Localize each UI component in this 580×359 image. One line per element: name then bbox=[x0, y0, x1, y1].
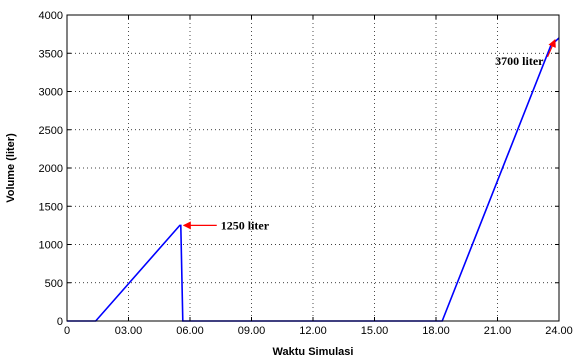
y-tick-label: 3000 bbox=[39, 87, 63, 99]
x-tick-label: 24.00 bbox=[545, 325, 573, 337]
grid bbox=[67, 15, 559, 321]
annotation-arrow bbox=[546, 39, 556, 58]
x-tick-label: 18.00 bbox=[422, 325, 450, 337]
annotations: 1250 liter 3700 liter bbox=[182, 39, 556, 232]
x-tick-label: 09.00 bbox=[238, 325, 266, 337]
y-tick-label: 1500 bbox=[39, 201, 63, 213]
x-tick-label: 06.00 bbox=[176, 325, 204, 337]
y-tick-label: 2000 bbox=[39, 163, 63, 175]
y-tick-label: 1000 bbox=[39, 240, 63, 252]
x-tick-label: 12.00 bbox=[299, 325, 327, 337]
y-tick-label: 500 bbox=[45, 278, 63, 290]
ticks: 0 03.00 06.00 09.00 12.00 15.00 18.00 21.00 24.0… bbox=[39, 10, 573, 337]
annotation-label: 3700 liter bbox=[495, 54, 544, 68]
annotation-label: 1250 liter bbox=[221, 218, 270, 232]
x-axis-title: Waktu Simulasi bbox=[273, 346, 354, 358]
y-axis-title: Volume (liter) bbox=[5, 133, 17, 203]
y-tick-label: 3500 bbox=[39, 48, 63, 60]
y-tick-label: 2500 bbox=[39, 125, 63, 137]
x-tick-label: 03.00 bbox=[115, 325, 143, 337]
x-tick-label: 0 bbox=[64, 325, 70, 337]
y-tick-label: 0 bbox=[57, 316, 63, 328]
x-tick-label: 21.00 bbox=[484, 325, 512, 337]
y-tick-label: 4000 bbox=[39, 10, 63, 22]
x-tick-label: 15.00 bbox=[361, 325, 389, 337]
